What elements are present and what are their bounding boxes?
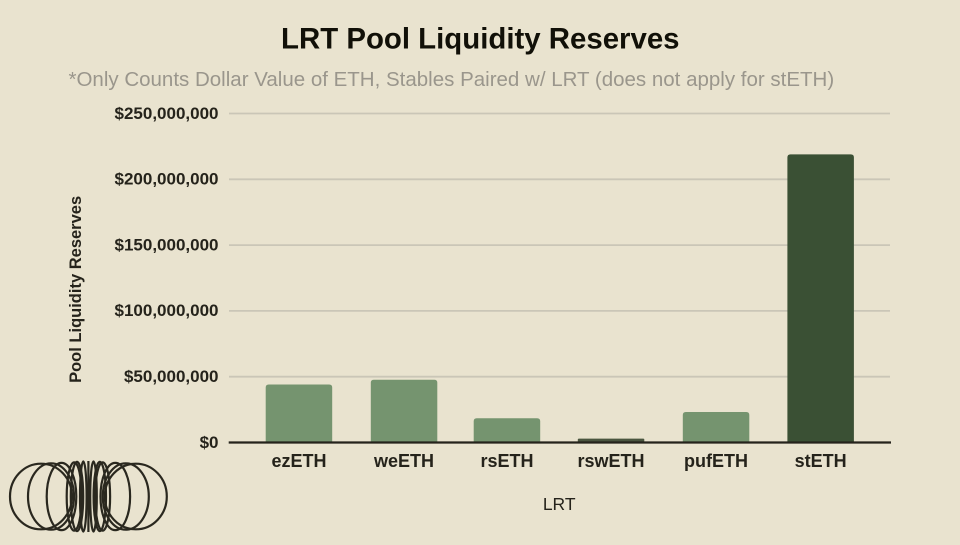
- svg-text:stETH: stETH: [795, 451, 847, 471]
- svg-text:Pool Liquidity Reserves: Pool Liquidity Reserves: [67, 196, 85, 383]
- svg-text:weETH: weETH: [373, 451, 434, 471]
- svg-text:rswETH: rswETH: [577, 451, 644, 471]
- svg-text:LRT Pool Liquidity Reserves: LRT Pool Liquidity Reserves: [281, 23, 679, 56]
- svg-text:ezETH: ezETH: [271, 451, 326, 471]
- svg-text:*Only Counts Dollar Value of E: *Only Counts Dollar Value of ETH, Stable…: [69, 68, 835, 91]
- svg-text:$150,000,000: $150,000,000: [115, 235, 219, 254]
- svg-text:LRT: LRT: [543, 494, 576, 514]
- svg-text:$200,000,000: $200,000,000: [115, 170, 219, 189]
- svg-text:$50,000,000: $50,000,000: [124, 367, 219, 386]
- svg-text:rsETH: rsETH: [480, 451, 533, 471]
- svg-text:$100,000,000: $100,000,000: [115, 301, 219, 320]
- svg-text:$0: $0: [200, 433, 219, 452]
- svg-text:$250,000,000: $250,000,000: [115, 104, 219, 123]
- svg-text:pufETH: pufETH: [684, 451, 748, 471]
